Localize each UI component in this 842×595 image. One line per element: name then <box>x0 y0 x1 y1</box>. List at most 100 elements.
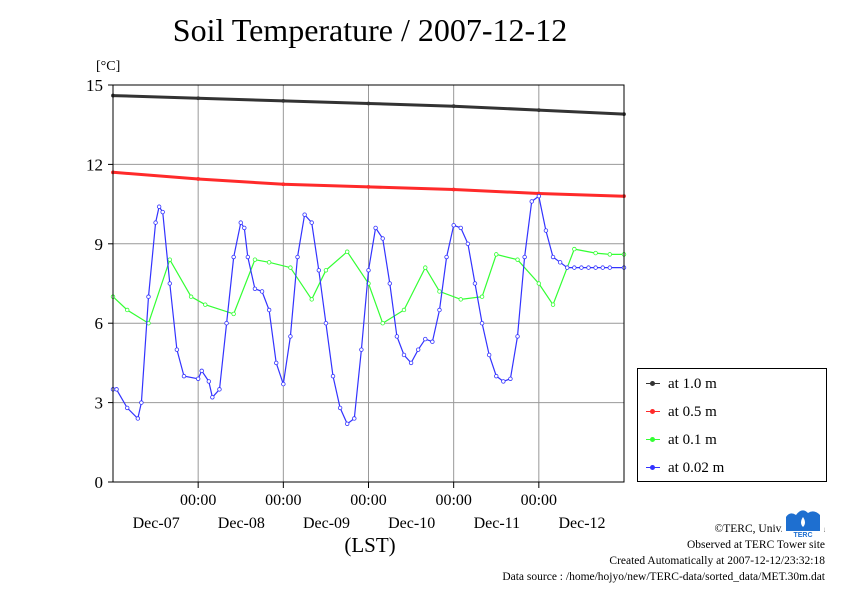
credits-source: Data source : /home/hojyo/new/TERC-data/… <box>502 571 825 583</box>
x-axis-label: (LST) <box>344 533 395 557</box>
data-point <box>195 376 201 381</box>
data-point <box>437 307 442 313</box>
svg-text:TERC: TERC <box>793 532 812 539</box>
data-point <box>224 321 229 326</box>
data-point <box>167 281 172 286</box>
data-point <box>252 257 258 262</box>
data-point <box>607 265 613 270</box>
x-tick-date-label: Dec-09 <box>303 515 350 532</box>
data-point <box>408 360 414 366</box>
credits-block: ©TERC, Univ. Tsukuba Observed at TERC To… <box>502 521 825 585</box>
data-point <box>252 286 258 291</box>
data-point <box>316 268 322 273</box>
data-point <box>188 294 194 299</box>
data-point <box>543 228 549 233</box>
data-point <box>593 265 598 270</box>
data-point <box>494 252 499 257</box>
data-point <box>135 416 141 421</box>
data-point <box>380 236 385 241</box>
data-point <box>430 339 435 344</box>
data-point <box>281 381 286 387</box>
data-point <box>114 387 119 392</box>
data-point <box>423 265 428 270</box>
credits-copyright: ©TERC, Univ. Tsukuba <box>714 523 825 535</box>
data-point <box>199 368 204 374</box>
legend-label: at 0.5 m <box>668 404 717 420</box>
data-point <box>437 289 442 294</box>
data-point <box>458 297 463 302</box>
y-tick-label: 6 <box>95 314 104 333</box>
x-tick-time-label: 00:00 <box>435 492 471 509</box>
data-point <box>139 400 144 405</box>
data-point <box>451 104 456 109</box>
data-point <box>458 225 463 231</box>
data-point <box>196 177 201 181</box>
data-point <box>486 352 492 358</box>
y-tick-label: 15 <box>86 76 103 95</box>
legend-item: at 1.0 m <box>638 375 826 395</box>
data-point <box>210 395 215 400</box>
legend-swatch-dot <box>650 381 655 386</box>
data-point <box>550 302 556 307</box>
data-point <box>593 250 598 256</box>
data-point <box>174 347 180 352</box>
data-point <box>479 294 485 299</box>
data-point <box>572 246 577 252</box>
data-point <box>156 204 162 209</box>
data-point <box>281 98 286 103</box>
data-point <box>203 302 208 307</box>
data-point <box>465 241 471 246</box>
data-point <box>146 294 151 299</box>
credits-observed: Observed at TERC Tower site <box>686 539 825 551</box>
data-point <box>529 199 534 204</box>
x-tick-time-label: 00:00 <box>180 492 216 509</box>
legend-item: at 0.02 m <box>638 459 826 479</box>
data-point <box>600 265 605 270</box>
data-point <box>124 307 130 313</box>
data-point <box>401 352 407 358</box>
data-point <box>266 260 272 265</box>
data-point <box>345 421 350 426</box>
y-tick-label: 9 <box>95 235 104 254</box>
data-point <box>515 257 520 262</box>
data-point <box>366 184 371 189</box>
data-point <box>366 101 371 106</box>
y-tick-label: 3 <box>95 394 104 413</box>
data-point <box>238 220 243 225</box>
y-axis-label: [°C] <box>96 59 120 74</box>
x-tick-date-label: Dec-08 <box>218 515 265 532</box>
data-point <box>196 96 201 101</box>
data-point <box>415 347 421 352</box>
data-point <box>274 360 279 366</box>
x-tick-date-label: Dec-07 <box>133 515 180 532</box>
chart-legend: at 1.0 m at 0.5 m at 0.1 m at 0.02 m <box>637 368 827 482</box>
data-point <box>394 334 400 339</box>
data-point <box>557 260 563 265</box>
data-point <box>352 416 357 421</box>
data-point <box>586 265 591 270</box>
axes-layer: 03691215[°C]00:00Dec-0700:00Dec-0800:00D… <box>86 59 606 557</box>
data-point <box>288 265 293 270</box>
x-tick-date-label: Dec-10 <box>388 515 435 532</box>
legend-item: at 0.1 m <box>638 431 826 451</box>
data-point <box>501 379 506 384</box>
data-point <box>281 182 286 187</box>
data-point <box>231 311 236 317</box>
legend-swatch-dot <box>650 409 655 414</box>
data-point <box>387 281 392 286</box>
data-point <box>607 252 613 257</box>
data-point <box>522 254 527 260</box>
data-point <box>536 108 541 113</box>
legend-label: at 1.0 m <box>668 376 717 392</box>
data-point <box>572 265 577 270</box>
data-point <box>579 265 584 270</box>
data-point <box>242 225 247 231</box>
y-tick-label: 12 <box>86 155 103 174</box>
data-point <box>515 334 520 339</box>
data-point <box>337 405 343 411</box>
legend-label: at 0.02 m <box>668 460 725 476</box>
data-point <box>124 405 130 411</box>
x-tick-time-label: 00:00 <box>521 492 557 509</box>
x-tick-date-label: Dec-12 <box>558 515 605 532</box>
